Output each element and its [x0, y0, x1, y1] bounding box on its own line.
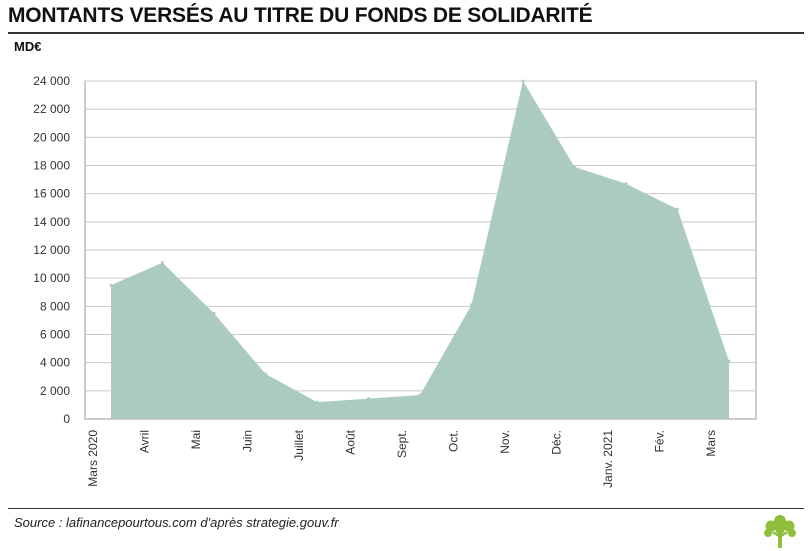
data-point: [418, 393, 422, 397]
x-tick-label: Sept.: [395, 430, 409, 458]
x-tick-label: Nov.: [498, 430, 512, 454]
x-tick-label: Août: [344, 429, 358, 454]
source-note: Source : lafinancepourtous.com d'après s…: [14, 515, 339, 530]
data-point: [624, 182, 628, 186]
y-tick-label: 16 000: [33, 187, 70, 201]
y-tick-label: 8 000: [40, 299, 70, 313]
x-tick-label: Juillet: [292, 429, 306, 460]
y-tick-label: 24 000: [33, 74, 70, 88]
unit-label: MD€: [14, 39, 42, 54]
data-point: [573, 165, 576, 169]
data-point: [109, 283, 113, 287]
x-tick-label: Fév.: [653, 430, 667, 452]
y-tick-label: 4 000: [40, 356, 70, 370]
data-point: [367, 397, 370, 401]
y-tick-label: 14 000: [33, 215, 70, 229]
x-tick-label: Janv. 2021: [601, 430, 615, 488]
data-point: [161, 261, 164, 265]
tree-icon: [764, 515, 796, 548]
title-divider: [8, 32, 804, 34]
y-tick-label: 18 000: [33, 159, 70, 173]
y-tick-label: 20 000: [33, 130, 70, 144]
x-tick-label: Avril: [138, 430, 152, 453]
y-tick-label: 12 000: [33, 243, 70, 257]
data-point: [727, 359, 731, 363]
data-point: [315, 400, 319, 404]
data-point: [264, 372, 267, 376]
x-tick-label: Juin: [241, 430, 255, 452]
x-tick-label: Mars: [704, 430, 718, 457]
chart-title: MONTANTS VERSÉS AU TITRE DU FONDS DE SOL…: [8, 4, 593, 27]
y-tick-label: 10 000: [33, 271, 70, 285]
x-tick-label: Déc.: [550, 430, 564, 455]
data-point: [212, 311, 216, 315]
y-tick-label: 6 000: [40, 328, 70, 342]
x-tick-label: Mars 2020: [86, 430, 100, 487]
area-chart: 0 2 000 4 000 6 000 8 000 10 000 12 000 14 000 1…: [33, 74, 757, 488]
y-tick-label: 0: [63, 412, 70, 426]
x-tick-label: Mai: [189, 430, 203, 449]
y-tick-label: 22 000: [33, 102, 70, 116]
data-point: [470, 303, 473, 307]
x-tick-label: Oct.: [447, 430, 461, 452]
footer-divider: [8, 508, 804, 509]
data-point: [676, 207, 679, 211]
y-tick-label: 2 000: [40, 384, 70, 398]
area-series: [111, 81, 729, 419]
data-point: [521, 79, 525, 83]
